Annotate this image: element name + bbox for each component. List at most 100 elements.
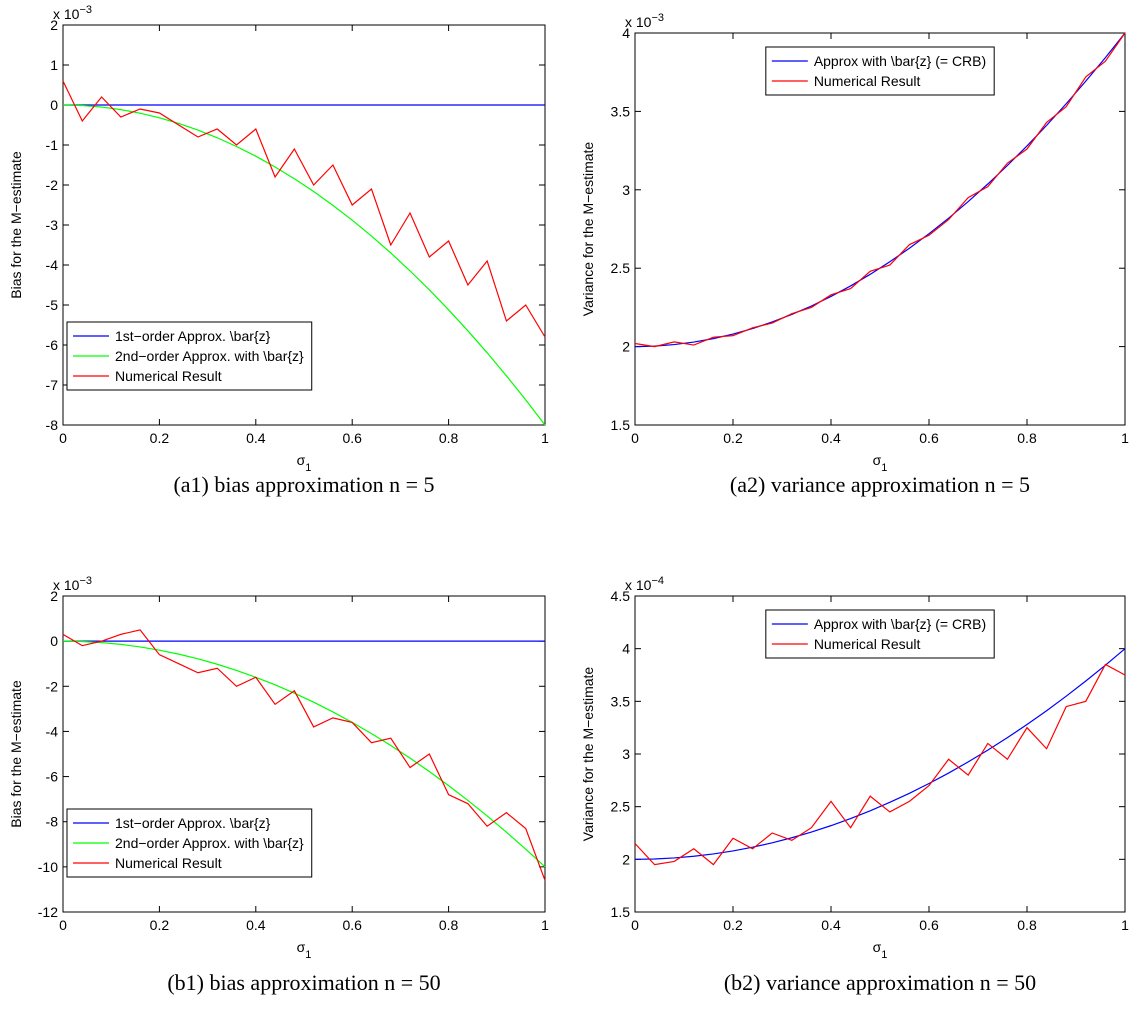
x-tick-label: 0.4 <box>246 917 266 933</box>
y-tick-label: 2 <box>50 17 58 33</box>
x-label-sub: 1 <box>881 462 887 474</box>
legend-label: Numerical Result <box>814 73 921 89</box>
data-line <box>62 629 546 881</box>
y-tick-label: -2 <box>46 177 59 193</box>
x-tick-label: 0.4 <box>246 430 266 446</box>
y-axis-label: Bias for the M−estimate <box>8 680 24 828</box>
x-tick-label: 0.8 <box>1017 917 1037 933</box>
data-line <box>634 32 1126 348</box>
x-label-sub: 1 <box>305 462 311 474</box>
x-label-symbol: σ <box>873 939 882 955</box>
multiplier-base: x 10 <box>53 6 80 22</box>
x-label-symbol: σ <box>873 452 882 468</box>
y-tick-label: -1 <box>46 137 59 153</box>
caption: (b1) bias approximation n = 50 <box>167 970 440 995</box>
y-tick-label: 1.5 <box>611 417 631 433</box>
x-tick-label: 0.6 <box>342 917 362 933</box>
data-line <box>62 104 546 426</box>
legend-box <box>765 609 995 659</box>
caption: (a1) bias approximation n = 5 <box>173 472 434 497</box>
y-tick-label: 1 <box>50 57 58 73</box>
y-tick-label: 2.5 <box>611 260 631 276</box>
y-tick-label: 3 <box>622 182 630 198</box>
legend: 1st−order Approx. \bar{z} 2nd−order Appro… <box>66 321 313 391</box>
legend-label: 1st−order Approx. \bar{z} <box>115 328 271 344</box>
x-tick-label: 0.6 <box>342 430 362 446</box>
legend: Approx with \bar{z} (= CRB) Numerical Res… <box>765 609 995 659</box>
x-tick-label: 1 <box>1121 917 1129 933</box>
legend-label: Numerical Result <box>115 855 222 871</box>
legend-label: 1st−order Approx. \bar{z} <box>115 815 271 831</box>
x-label-symbol: σ <box>297 939 306 955</box>
x-tick-label: 0 <box>631 430 639 446</box>
x-tick-label: 0 <box>59 430 67 446</box>
chart: 1.522.533.544.50 0.2 0.4 0.6 0.8 1x 10−4σ1Var… <box>580 575 1129 995</box>
multiplier-base: x 10 <box>625 14 652 30</box>
y-tick-label: 2 <box>50 588 58 604</box>
multiplier-base: x 10 <box>53 577 80 593</box>
x-label-sub: 1 <box>305 949 311 961</box>
y-multiplier: x 10−4 <box>625 575 664 593</box>
chart: 1.522.533.540 0.2 0.4 0.6 0.8 1x 10−3σ1Varian… <box>580 12 1129 497</box>
legend-label: Numerical Result <box>115 368 222 384</box>
data-line <box>62 80 546 338</box>
x-axis-label: σ1 <box>297 939 312 961</box>
multiplier-exp: −3 <box>651 12 664 24</box>
y-multiplier: x 10−3 <box>625 12 664 30</box>
legend-label: 2nd−order Approx. with \bar{z} <box>115 835 304 851</box>
y-tick-label: 4.5 <box>611 588 631 604</box>
y-tick-label: -6 <box>46 337 59 353</box>
y-tick-label: 1.5 <box>611 904 631 920</box>
x-tick-label: 0.2 <box>150 917 170 933</box>
y-tick-label: 2 <box>622 851 630 867</box>
y-tick-label: -5 <box>46 297 59 313</box>
y-tick-label: 4 <box>622 641 630 657</box>
y-tick-label: -10 <box>38 859 58 875</box>
y-tick-label: -8 <box>46 417 59 433</box>
x-tick-label: 0.2 <box>150 430 170 446</box>
legend-label: Approx with \bar{z} (= CRB) <box>814 53 986 69</box>
y-multiplier: x 10−3 <box>53 4 92 22</box>
x-tick-label: 0.8 <box>1017 430 1037 446</box>
legend-box <box>765 46 995 96</box>
x-tick-label: 0.8 <box>439 430 459 446</box>
x-tick-label: 1 <box>541 430 549 446</box>
y-tick-label: -8 <box>46 814 59 830</box>
x-tick-label: 0.2 <box>723 917 743 933</box>
y-tick-label: 3.5 <box>611 693 631 709</box>
y-multiplier: x 10−3 <box>53 575 92 593</box>
data-line <box>62 640 546 868</box>
y-tick-label: 3.5 <box>611 103 631 119</box>
x-tick-label: 0.4 <box>821 917 841 933</box>
y-tick-label: -6 <box>46 769 59 785</box>
legend-label: Approx with \bar{z} (= CRB) <box>814 616 986 632</box>
y-tick-label: 2 <box>622 339 630 355</box>
x-tick-label: 0.2 <box>723 430 743 446</box>
legend: 1st−order Approx. \bar{z} 2nd−order Appro… <box>66 808 313 878</box>
multiplier-base: x 10 <box>625 577 652 593</box>
caption: (b2) variance approximation n = 50 <box>724 970 1036 995</box>
x-tick-label: 0.6 <box>919 917 939 933</box>
chart: -8 -7 -6 -5 -4 -3 -2 -1 0 1 2 0 0.2 0.4 0.6 0.8 1 x 10−3 σ… <box>8 4 549 497</box>
plot-area <box>634 32 1126 426</box>
y-axis-label: Bias for the M−estimate <box>8 151 24 299</box>
x-label-sub: 1 <box>881 949 887 961</box>
x-tick-label: 0.8 <box>439 917 459 933</box>
multiplier-exp: −3 <box>79 575 92 587</box>
y-tick-label: 0 <box>50 97 58 113</box>
x-tick-label: 1 <box>541 917 549 933</box>
multiplier-exp: −3 <box>79 4 92 16</box>
y-axis-label: Variance for the M−estimate <box>580 142 596 317</box>
x-tick-label: 1 <box>1121 430 1129 446</box>
y-tick-label: -12 <box>38 904 58 920</box>
x-label-symbol: σ <box>297 452 306 468</box>
legend: Approx with \bar{z} (= CRB) Numerical Res… <box>765 46 995 96</box>
legend-label: Numerical Result <box>814 636 921 652</box>
y-tick-label: 4 <box>622 25 630 41</box>
y-axis-label: Variance for the M−estimate <box>580 667 596 842</box>
data-line <box>634 663 1126 866</box>
y-tick-label: -7 <box>46 377 59 393</box>
x-tick-label: 0.6 <box>919 430 939 446</box>
